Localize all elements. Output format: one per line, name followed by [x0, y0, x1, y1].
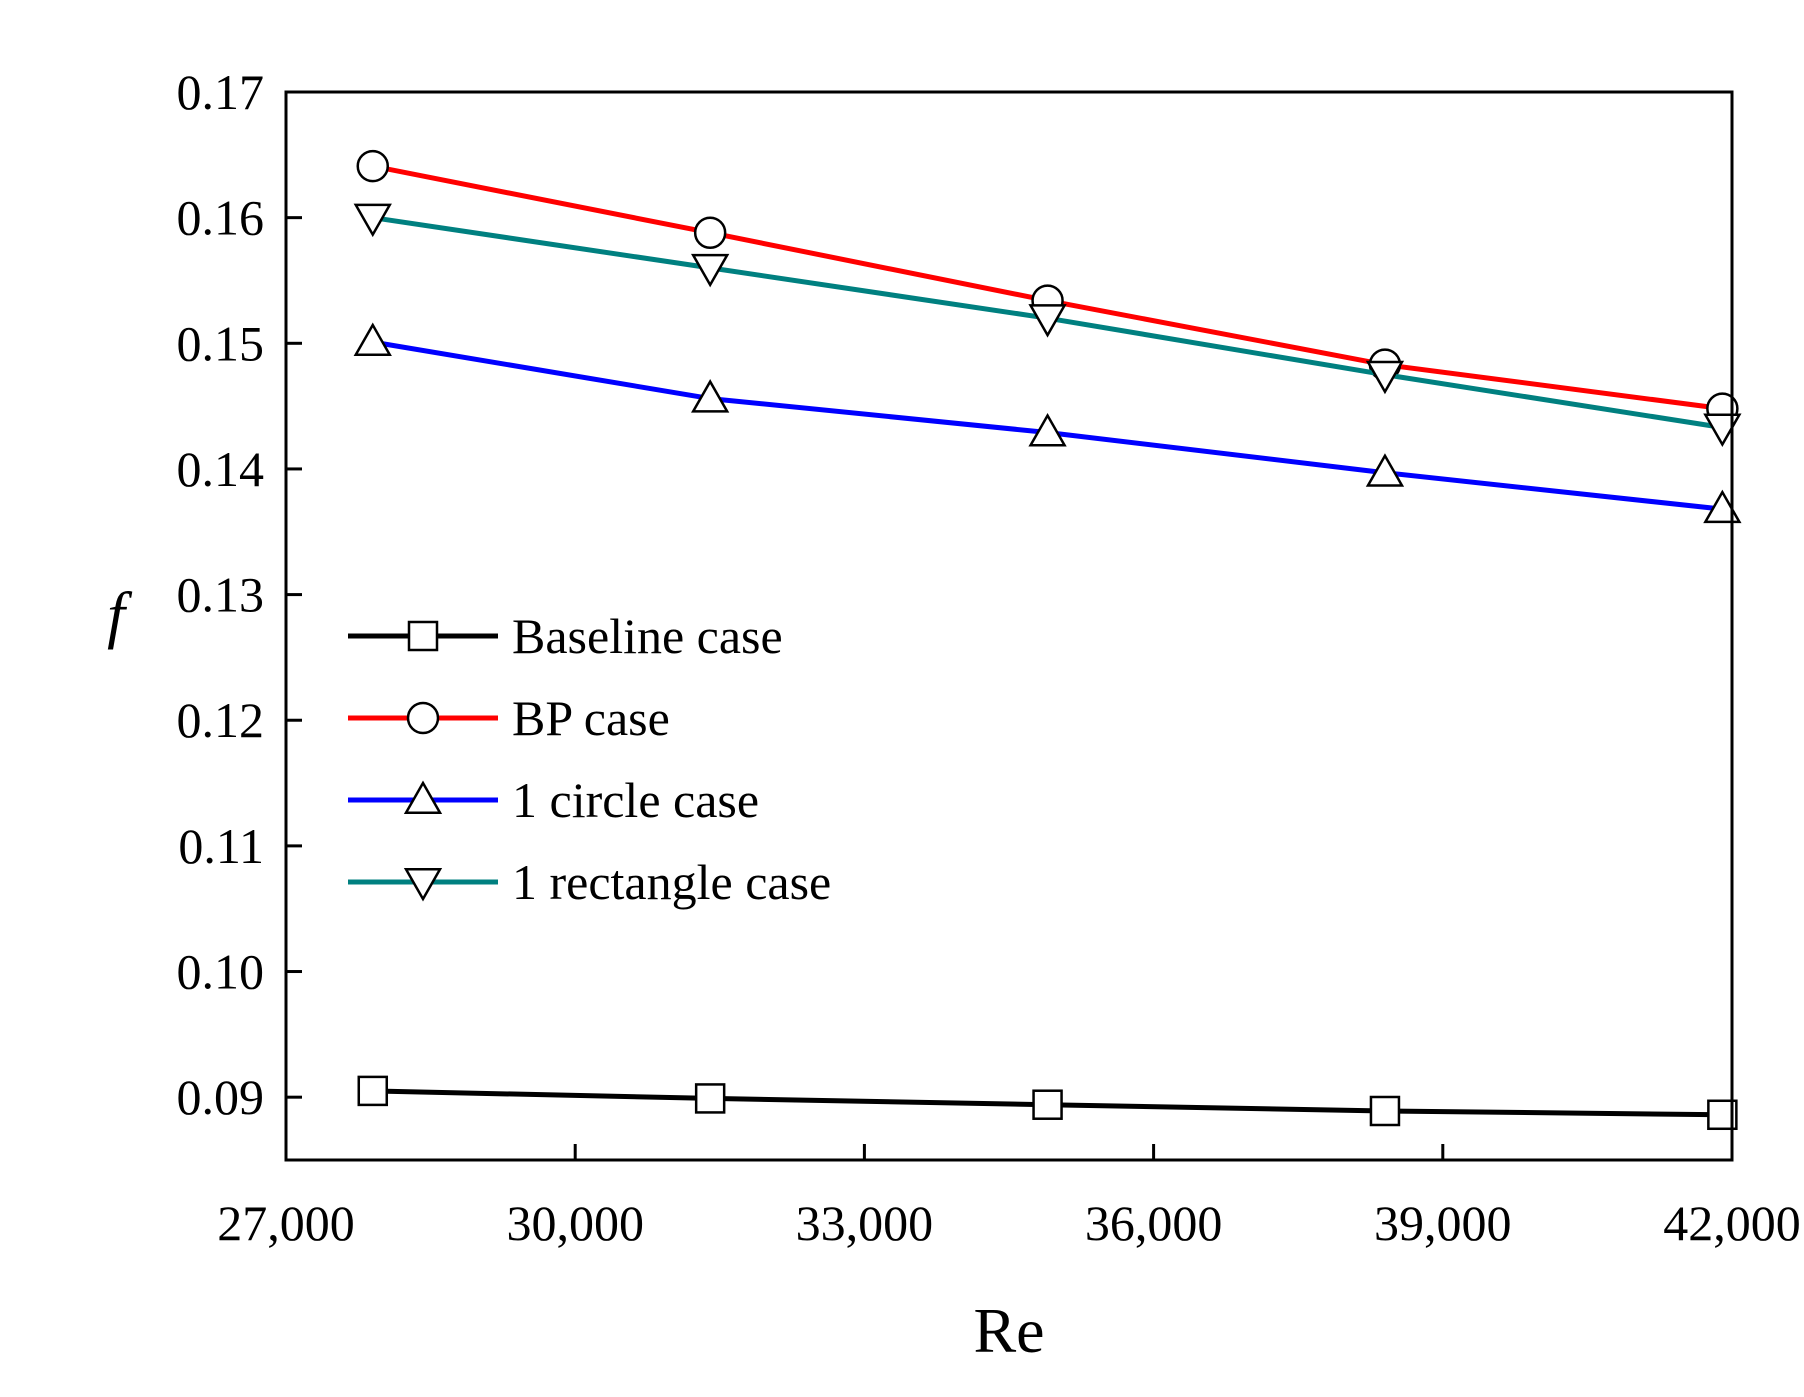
data-point-marker [353, 203, 392, 238]
series-layer [353, 149, 1742, 1131]
data-point-marker [1028, 304, 1067, 338]
axis-ticks: 27,000 30,000 33,000 36,000 39,000 42,000 0.09… [177, 64, 1801, 1251]
x-tick-label: 33,000 [796, 1195, 934, 1251]
legend-marker [403, 780, 443, 814]
series-baseline-case [357, 1075, 1738, 1131]
y-tick-label: 0.13 [177, 567, 265, 623]
legend-label: 1 rectangle case [512, 854, 831, 910]
data-point-marker [694, 1083, 726, 1114]
x-tick-label: 39,000 [1374, 1195, 1512, 1251]
data-point-marker [1365, 453, 1405, 487]
legend-marker [407, 620, 439, 652]
data-point-marker [691, 253, 730, 288]
x-axis-title: Re [973, 1295, 1044, 1366]
legend-label: BP case [512, 690, 670, 746]
y-tick-label: 0.14 [177, 441, 265, 497]
series-bp-case [356, 149, 1739, 425]
data-point-marker [1369, 1095, 1401, 1127]
legend-marker [403, 868, 443, 902]
y-tick-label: 0.16 [177, 190, 265, 246]
y-tick-label: 0.11 [178, 818, 264, 874]
data-point-marker [691, 379, 730, 413]
y-tick-label: 0.12 [177, 692, 265, 748]
x-tick-label: 27,000 [217, 1195, 355, 1251]
y-tick-label: 0.09 [177, 1069, 265, 1125]
data-point-marker [353, 322, 392, 357]
x-tick-label: 30,000 [506, 1195, 644, 1251]
data-point-marker [1028, 412, 1067, 447]
legend-label: 1 circle case [512, 772, 759, 828]
legend-marker [406, 701, 440, 735]
data-point-marker [356, 149, 390, 183]
legend: Baseline case BP case 1 circle case 1 recta… [348, 608, 831, 910]
data-point-marker [1365, 360, 1405, 395]
y-tick-label: 0.10 [177, 944, 265, 1000]
y-tick-label: 0.15 [177, 315, 265, 371]
series-1-circle-case [353, 322, 1742, 524]
y-tick-label: 0.17 [177, 64, 265, 120]
x-tick-label: 36,000 [1085, 1195, 1223, 1251]
plot-area-frame [284, 90, 1734, 1162]
data-point-marker [693, 216, 727, 249]
data-point-marker [1032, 1089, 1063, 1120]
x-tick-label: 42,000 [1663, 1195, 1801, 1251]
data-point-marker [357, 1075, 389, 1107]
legend-label: Baseline case [512, 608, 783, 664]
